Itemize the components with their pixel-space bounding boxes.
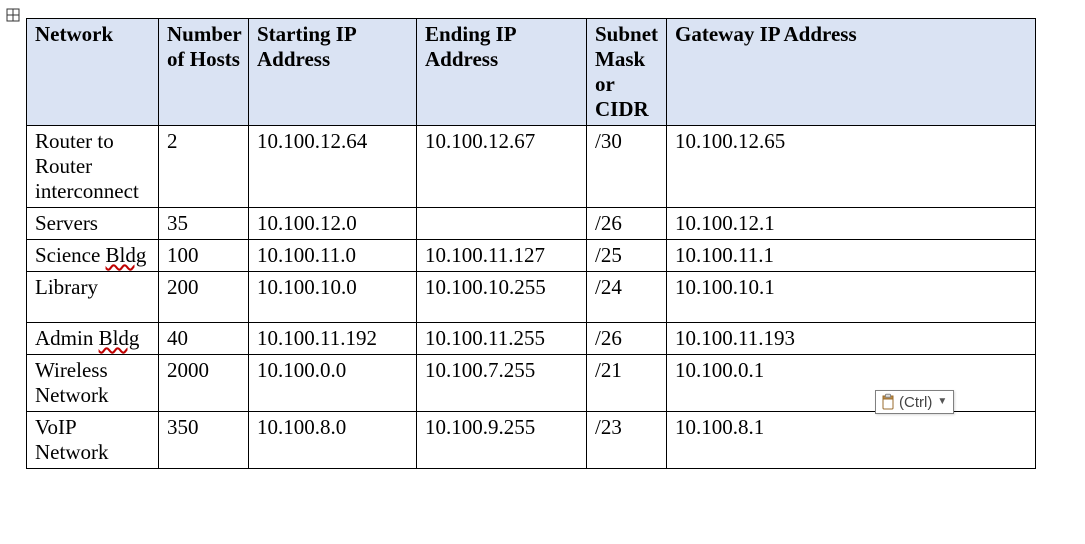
cell-network: Wireless Network (27, 355, 159, 412)
table-header: Network Number of Hosts Starting IP Addr… (27, 19, 1036, 126)
cell-gateway: 10.100.11.193 (667, 323, 1036, 355)
proofing-error: Bldg (106, 243, 147, 267)
cell-gateway: 10.100.10.1 (667, 272, 1036, 323)
table-row: VoIP Network35010.100.8.010.100.9.255/23… (27, 412, 1036, 469)
cell-cidr: /26 (587, 208, 667, 240)
cell-end-ip: 10.100.11.127 (417, 240, 587, 272)
cell-network: Servers (27, 208, 159, 240)
proofing-error: Bldg (99, 326, 140, 350)
cell-gateway: 10.100.8.1 (667, 412, 1036, 469)
cell-gateway: 10.100.12.65 (667, 126, 1036, 208)
cell-cidr: /25 (587, 240, 667, 272)
cell-network: Router to Router interconnect (27, 126, 159, 208)
paste-options-label: (Ctrl) (899, 395, 932, 410)
cell-hosts: 350 (159, 412, 249, 469)
cell-hosts: 100 (159, 240, 249, 272)
cell-hosts: 2000 (159, 355, 249, 412)
cell-end-ip: 10.100.7.255 (417, 355, 587, 412)
cell-end-ip: 10.100.11.255 (417, 323, 587, 355)
cell-start-ip: 10.100.11.0 (249, 240, 417, 272)
table-row: Router to Router interconnect210.100.12.… (27, 126, 1036, 208)
cell-hosts: 2 (159, 126, 249, 208)
table-body: Router to Router interconnect210.100.12.… (27, 126, 1036, 469)
cell-end-ip: 10.100.12.67 (417, 126, 587, 208)
cell-cidr: /21 (587, 355, 667, 412)
col-cidr: Subnet Mask or CIDR (587, 19, 667, 126)
cell-cidr: /24 (587, 272, 667, 323)
col-gateway: Gateway IP Address (667, 19, 1036, 126)
col-hosts: Number of Hosts (159, 19, 249, 126)
cell-cidr: /30 (587, 126, 667, 208)
cell-start-ip: 10.100.10.0 (249, 272, 417, 323)
table-row: Library20010.100.10.010.100.10.255/2410.… (27, 272, 1036, 323)
cell-start-ip: 10.100.12.64 (249, 126, 417, 208)
cell-start-ip: 10.100.12.0 (249, 208, 417, 240)
table-row: Servers3510.100.12.0/2610.100.12.1 (27, 208, 1036, 240)
cell-hosts: 40 (159, 323, 249, 355)
cell-cidr: /23 (587, 412, 667, 469)
cell-network: Admin Bldg (27, 323, 159, 355)
cell-start-ip: 10.100.11.192 (249, 323, 417, 355)
col-end-ip: Ending IP Address (417, 19, 587, 126)
cell-network: Library (27, 272, 159, 323)
paste-options-popup[interactable]: (Ctrl) ▼ (875, 390, 954, 414)
table-row: Science Bldg10010.100.11.010.100.11.127/… (27, 240, 1036, 272)
cell-start-ip: 10.100.8.0 (249, 412, 417, 469)
cell-end-ip: 10.100.9.255 (417, 412, 587, 469)
cell-end-ip (417, 208, 587, 240)
table-row: Admin Bldg4010.100.11.19210.100.11.255/2… (27, 323, 1036, 355)
cell-gateway: 10.100.0.1 (667, 355, 1036, 412)
col-start-ip: Starting IP Address (249, 19, 417, 126)
cell-gateway: 10.100.12.1 (667, 208, 1036, 240)
col-network: Network (27, 19, 159, 126)
clipboard-icon (880, 393, 896, 411)
table-anchor-icon (6, 8, 20, 22)
cell-gateway: 10.100.11.1 (667, 240, 1036, 272)
cell-cidr: /26 (587, 323, 667, 355)
cell-network: Science Bldg (27, 240, 159, 272)
cell-network: VoIP Network (27, 412, 159, 469)
cell-hosts: 35 (159, 208, 249, 240)
cell-start-ip: 10.100.0.0 (249, 355, 417, 412)
cell-hosts: 200 (159, 272, 249, 323)
chevron-down-icon: ▼ (937, 397, 947, 407)
cell-end-ip: 10.100.10.255 (417, 272, 587, 323)
